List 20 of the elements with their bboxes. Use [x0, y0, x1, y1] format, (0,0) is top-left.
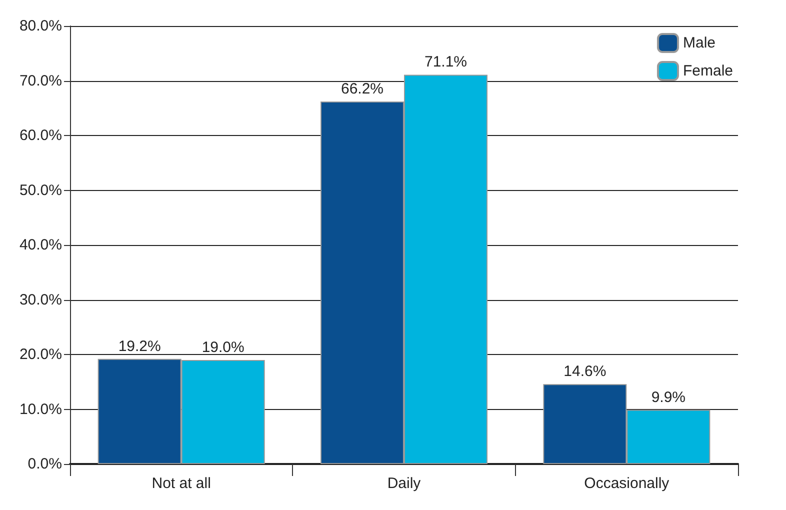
data-label: 71.1%: [424, 54, 468, 71]
y-tick-label: 40.0%: [19, 236, 62, 254]
data-label: 9.9%: [651, 388, 686, 406]
y-tick-label: 80.0%: [19, 18, 62, 34]
data-label: 19.2%: [118, 338, 161, 355]
y-tick-label: 70.0%: [19, 72, 62, 90]
y-tick-label: 20.0%: [19, 346, 62, 363]
y-tick-label: 50.0%: [19, 182, 62, 199]
data-label: 14.6%: [564, 363, 606, 380]
y-tick-label: 0.0%: [28, 456, 62, 472]
y-tick-label: 30.0%: [19, 291, 62, 308]
legend-label: Female: [682, 62, 734, 80]
x-tick-label: Occasionally: [584, 475, 670, 492]
x-tick-label: Not at all: [152, 475, 211, 492]
y-tick-label: 10.0%: [19, 400, 62, 418]
y-tick-label: 60.0%: [19, 127, 62, 144]
data-label: 19.0%: [202, 338, 244, 356]
x-tick-label: Daily: [387, 475, 422, 492]
legend-label: Male: [682, 34, 716, 52]
data-label: 66.2%: [340, 80, 384, 98]
